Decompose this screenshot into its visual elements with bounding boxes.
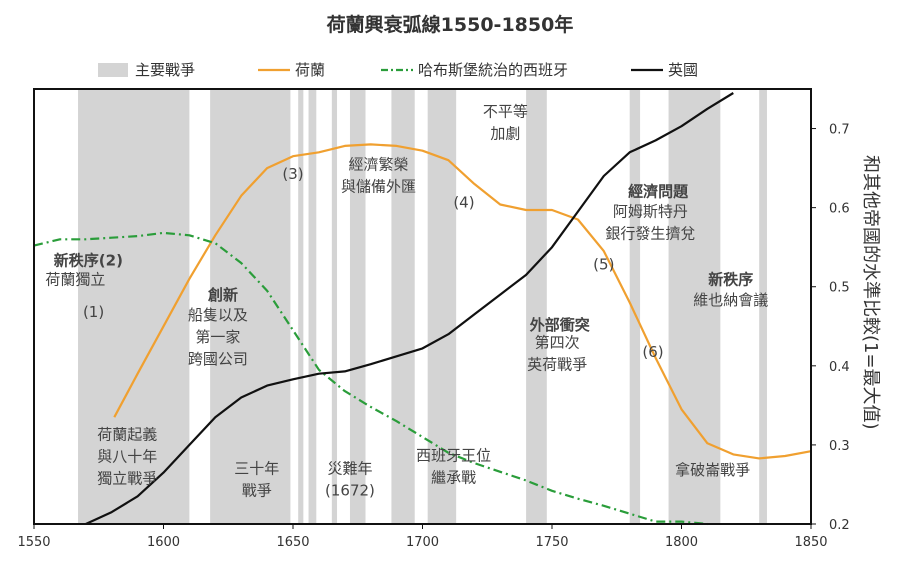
series-lines <box>33 92 812 526</box>
annotation-12-line-1: 銀行發生擠兌 <box>605 224 695 242</box>
y-tick-label-0.7: 0.7 <box>829 123 850 138</box>
war-band-1652 <box>298 89 304 524</box>
series-line-2 <box>85 92 734 525</box>
x-tick-label-1550: 1550 <box>17 535 50 550</box>
annotation-6-line-1: 與儲備外匯 <box>341 178 416 196</box>
x-tick-label-1850: 1850 <box>794 535 827 550</box>
annotation-3-line-0: 創新 <box>207 286 238 304</box>
annotation-21: 拿破崙戰爭 <box>675 461 750 479</box>
annotation-0: (1) <box>83 303 104 321</box>
annotation-1-line-0: 新秩序(2) <box>54 251 123 269</box>
annotation-3: 創新 <box>207 286 238 304</box>
annotation-2-line-0: 荷蘭獨立 <box>45 270 105 288</box>
legend-label-0: 主要戰爭 <box>135 61 195 79</box>
annotation-6: 經濟繁榮與儲備外匯 <box>341 156 416 196</box>
y-axis-ticks: 0.2 0.3 0.4 0.5 0.6 0.7 <box>811 123 850 533</box>
x-axis-ticks: 1550 1600 1650 1700 1750 1800 1850 <box>17 524 828 550</box>
series-line-0 <box>113 143 812 460</box>
x-tick-label-1650: 1650 <box>276 535 309 550</box>
annotation-17-line-1: 與八十年 <box>97 447 157 465</box>
legend-label-3: 英國 <box>668 61 698 79</box>
annotation-20-line-1: 繼承戰 <box>431 469 476 487</box>
chart-title: 荷蘭興衰弧線1550-1850年 <box>327 13 574 36</box>
y-tick-label-0.5: 0.5 <box>829 281 850 296</box>
annotation-7-line-0: (4) <box>453 194 474 212</box>
annotation-19-line-0: 災難年 <box>327 459 372 477</box>
y-tick-label-0.6: 0.6 <box>829 202 850 217</box>
annotation-8-line-0: 不平等 <box>483 103 528 121</box>
annotation-17-line-0: 荷蘭起義 <box>97 425 157 443</box>
war-band-1688 <box>391 89 415 524</box>
annotation-19: 災難年 (1672) <box>325 459 375 499</box>
war-band-1740 <box>526 89 547 524</box>
annotation-9: 外部衝突 <box>529 316 590 334</box>
annotation-17-line-2: 獨立戰爭 <box>97 469 157 487</box>
x-tick-label-1600: 1600 <box>147 535 180 550</box>
legend-swatch-band <box>98 63 128 77</box>
y-tick-label-0.2: 0.2 <box>829 518 850 533</box>
annotation-6-line-0: 經濟繁榮 <box>348 156 408 174</box>
war-band-1656 <box>308 89 317 524</box>
war-band-1795 <box>668 89 721 524</box>
annotation-10-line-0: 第四次 <box>535 334 580 352</box>
annotation-21-line-0: 拿破崙戰爭 <box>675 461 750 479</box>
annotation-15: 維也納會議 <box>693 291 768 309</box>
annotation-15-line-0: 維也納會議 <box>693 291 768 309</box>
annotation-13: (5) <box>593 255 614 273</box>
annotation-5: (3) <box>282 165 303 183</box>
war-band-1780 <box>629 89 641 524</box>
war-band-1665 <box>331 89 338 524</box>
annotation-1: 新秩序(2) <box>54 251 123 269</box>
annotation-8: 不平等加劇 <box>483 103 528 143</box>
series-line-1 <box>33 231 708 526</box>
annotation-18: 三十年戰爭 <box>234 459 279 499</box>
annotation-16-line-0: (6) <box>642 343 663 361</box>
war-band-1830 <box>759 89 767 524</box>
annotation-4-line-0: 船隻以及 <box>188 306 248 324</box>
annotation-4: 船隻以及第一家跨國公司 <box>188 306 248 368</box>
annotation-20-line-0: 西班牙王位 <box>416 447 491 465</box>
y-axis-label-text: 和其他帝國的水準比較(1=最大值) <box>860 155 881 430</box>
legend-label-1: 荷蘭 <box>295 61 325 79</box>
annotation-16: (6) <box>642 343 663 361</box>
annotation-20: 西班牙王位繼承戰 <box>416 447 491 487</box>
annotation-11-line-0: 經濟問題 <box>628 183 689 201</box>
annotation-9-line-0: 外部衝突 <box>529 316 590 334</box>
y-tick-label-0.4: 0.4 <box>829 360 850 375</box>
annotation-18-line-0: 三十年 <box>234 459 279 477</box>
y-tick-label-0.3: 0.3 <box>829 439 850 454</box>
war-band-1567 <box>78 89 190 524</box>
legend-label-2: 哈布斯堡統治的西班牙 <box>418 61 568 79</box>
annotation-4-line-2: 跨國公司 <box>188 350 248 368</box>
y-axis-label: 和其他帝國的水準比較(1=最大值) <box>860 155 881 430</box>
x-tick-label-1750: 1750 <box>535 535 568 550</box>
annotation-0-line-0: (1) <box>83 303 104 321</box>
chart-legend: 主要戰爭 荷蘭 哈布斯堡統治的西班牙 英國 <box>98 61 698 79</box>
annotation-2: 荷蘭獨立 <box>45 270 105 288</box>
annotation-10: 第四次英荷戰爭 <box>527 334 587 374</box>
x-tick-label-1800: 1800 <box>665 535 698 550</box>
annotation-14-line-0: 新秩序 <box>708 270 753 288</box>
annotation-10-line-1: 英荷戰爭 <box>527 356 587 374</box>
war-period-bands <box>78 89 767 524</box>
annotation-5-line-0: (3) <box>282 165 303 183</box>
x-tick-label-1700: 1700 <box>406 535 439 550</box>
annotation-14: 新秩序 <box>708 270 753 288</box>
annotation-13-line-0: (5) <box>593 255 614 273</box>
annotation-7: (4) <box>453 194 474 212</box>
annotation-18-line-1: 戰爭 <box>242 481 272 499</box>
annotation-19-line-1: (1672) <box>325 481 375 499</box>
annotation-17: 荷蘭起義與八十年獨立戰爭 <box>97 425 157 487</box>
war-band-1672 <box>349 89 366 524</box>
annotation-11: 經濟問題 <box>628 183 689 201</box>
annotation-4-line-1: 第一家 <box>195 328 240 346</box>
annotation-12: 阿姆斯特丹銀行發生擠兌 <box>605 202 695 242</box>
annotation-12-line-0: 阿姆斯特丹 <box>613 202 688 220</box>
annotation-8-line-1: 加劇 <box>490 125 520 143</box>
